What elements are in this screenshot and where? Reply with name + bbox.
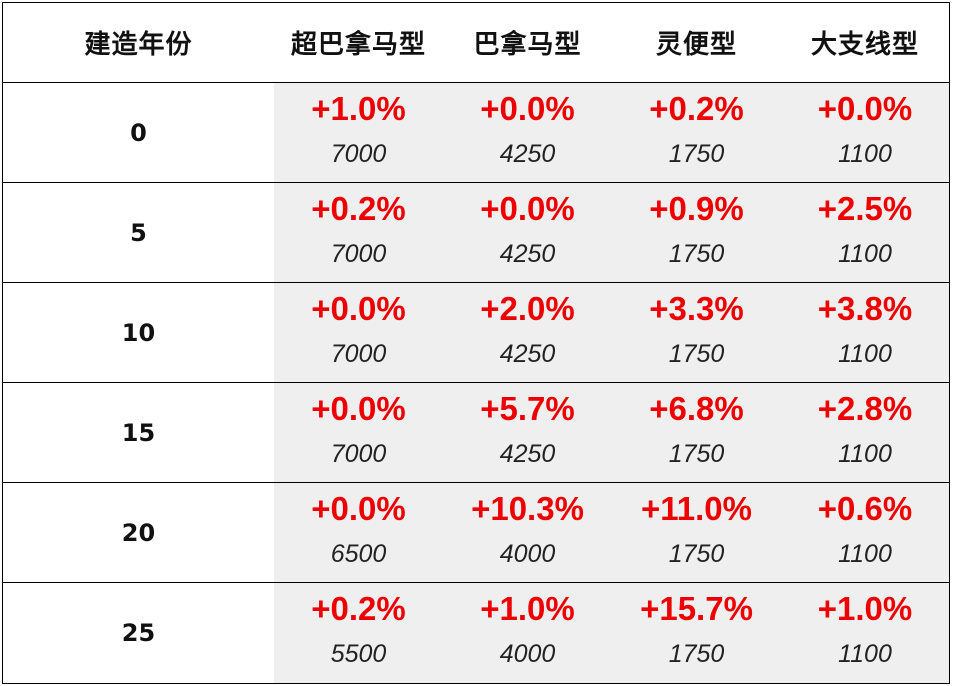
table-row: 15 +0.0% 7000 +5.7% 4250 +6.8% 1750 +2.8…	[3, 383, 949, 483]
value-group: +0.0% 7000 +5.7% 4250 +6.8% 1750 +2.8% 1…	[274, 383, 949, 482]
capacity-value: 7000	[330, 440, 387, 468]
capacity-value: 1100	[838, 240, 892, 268]
percent-change: +1.0%	[311, 90, 406, 127]
capacity-value: 4250	[499, 240, 556, 268]
value-group: +1.0% 7000 +0.0% 4250 +0.2% 1750 +0.0% 1…	[274, 83, 949, 182]
value-cell: +0.0% 4250	[443, 183, 612, 282]
percent-change: +0.0%	[480, 190, 575, 227]
value-cell: +1.0% 1100	[781, 583, 949, 683]
value-cell: +0.2% 5500	[274, 583, 443, 683]
year-cell: 10	[3, 283, 274, 382]
percent-change: +11.0%	[640, 490, 753, 527]
year-cell: 15	[3, 383, 274, 482]
value-cell: +11.0% 1750	[612, 483, 781, 582]
capacity-value: 4000	[499, 540, 556, 568]
table-row: 0 +1.0% 7000 +0.0% 4250 +0.2% 1750 +0.0%…	[3, 83, 949, 183]
value-cell: +15.7% 1750	[612, 583, 781, 683]
capacity-value: 1100	[838, 540, 892, 568]
value-cell: +0.0% 1100	[781, 83, 949, 182]
capacity-value: 4250	[499, 340, 556, 368]
capacity-value: 1750	[668, 440, 725, 468]
year-cell: 20	[3, 483, 274, 582]
percent-change: +0.9%	[649, 190, 744, 227]
value-cell: +2.8% 1100	[781, 383, 949, 482]
value-cell: +0.2% 7000	[274, 183, 443, 282]
table-row: 5 +0.2% 7000 +0.0% 4250 +0.9% 1750 +2.5%…	[3, 183, 949, 283]
percent-change: +6.8%	[649, 390, 744, 427]
value-group: +0.2% 5500 +1.0% 4000 +15.7% 1750 +1.0% …	[274, 583, 949, 683]
capacity-value: 6500	[330, 540, 387, 568]
percent-change: +2.8%	[817, 390, 913, 427]
year-cell: 0	[3, 83, 274, 182]
percent-change: +0.0%	[480, 90, 575, 127]
capacity-value: 1750	[668, 640, 725, 668]
percent-change: +0.0%	[817, 90, 913, 127]
value-cell: +2.5% 1100	[781, 183, 949, 282]
percent-change: +3.8%	[817, 290, 913, 327]
capacity-value: 1750	[668, 340, 725, 368]
percent-change: +3.3%	[649, 290, 744, 327]
capacity-value: 1750	[668, 240, 725, 268]
capacity-value: 4000	[499, 640, 556, 668]
percent-change: +15.7%	[640, 590, 753, 627]
value-cell: +3.3% 1750	[612, 283, 781, 382]
value-cell: +6.8% 1750	[612, 383, 781, 482]
capacity-value: 5500	[330, 640, 387, 668]
value-cell: +1.0% 7000	[274, 83, 443, 182]
value-group: +0.2% 7000 +0.0% 4250 +0.9% 1750 +2.5% 1…	[274, 183, 949, 282]
value-cell: +10.3% 4000	[443, 483, 612, 582]
header-type-panamax: 巴拿马型	[473, 30, 582, 60]
capacity-value: 4250	[499, 440, 556, 468]
percent-change: +2.0%	[480, 290, 575, 327]
capacity-value: 4250	[499, 140, 556, 168]
percent-change: +10.3%	[471, 490, 584, 527]
value-cell: +0.0% 7000	[274, 383, 443, 482]
capacity-value: 7000	[330, 240, 387, 268]
capacity-value: 1750	[668, 540, 725, 568]
value-cell: +0.0% 4250	[443, 83, 612, 182]
capacity-value: 1100	[838, 640, 892, 668]
percent-change: +0.2%	[311, 590, 406, 627]
percent-change: +0.0%	[311, 290, 406, 327]
capacity-value: 7000	[330, 140, 387, 168]
percent-change: +1.0%	[480, 590, 575, 627]
capacity-value: 1100	[838, 140, 892, 168]
value-group: +0.0% 7000 +2.0% 4250 +3.3% 1750 +3.8% 1…	[274, 283, 949, 382]
capacity-value: 1750	[668, 140, 725, 168]
header-year: 建造年份	[84, 30, 193, 60]
percent-change: +0.0%	[311, 390, 406, 427]
capacity-value: 1100	[838, 440, 892, 468]
year-cell: 5	[3, 183, 274, 282]
table-row: 20 +0.0% 6500 +10.3% 4000 +11.0% 1750 +0…	[3, 483, 949, 583]
header-type-feeder: 大支线型	[810, 30, 919, 60]
percent-change: +0.0%	[311, 490, 406, 527]
header-type-super-panamax: 超巴拿马型	[290, 30, 426, 60]
value-cell: +0.0% 7000	[274, 283, 443, 382]
header-type-handy: 灵便型	[655, 30, 737, 60]
value-cell: +0.6% 1100	[781, 483, 949, 582]
value-group: +0.0% 6500 +10.3% 4000 +11.0% 1750 +0.6%…	[274, 483, 949, 582]
percent-change: +0.2%	[649, 90, 744, 127]
table-row: 25 +0.2% 5500 +1.0% 4000 +15.7% 1750 +1.…	[3, 583, 949, 683]
value-cell: +0.2% 1750	[612, 83, 781, 182]
value-cell: +5.7% 4250	[443, 383, 612, 482]
value-cell: +1.0% 4000	[443, 583, 612, 683]
value-cell: +0.9% 1750	[612, 183, 781, 282]
capacity-value: 1100	[838, 340, 892, 368]
table-header: 建造年份 超巴拿马型 巴拿马型 灵便型 大支线型	[3, 3, 949, 83]
percent-change: +0.2%	[311, 190, 406, 227]
percent-change: +2.5%	[817, 190, 913, 227]
value-cell: +3.8% 1100	[781, 283, 949, 382]
capacity-value: 7000	[330, 340, 387, 368]
year-cell: 25	[3, 583, 274, 683]
percent-change: +0.6%	[817, 490, 913, 527]
percent-change: +1.0%	[817, 590, 913, 627]
value-cell: +2.0% 4250	[443, 283, 612, 382]
table-row: 10 +0.0% 7000 +2.0% 4250 +3.3% 1750 +3.8…	[3, 283, 949, 383]
percent-change: +5.7%	[480, 390, 575, 427]
value-cell: +0.0% 6500	[274, 483, 443, 582]
